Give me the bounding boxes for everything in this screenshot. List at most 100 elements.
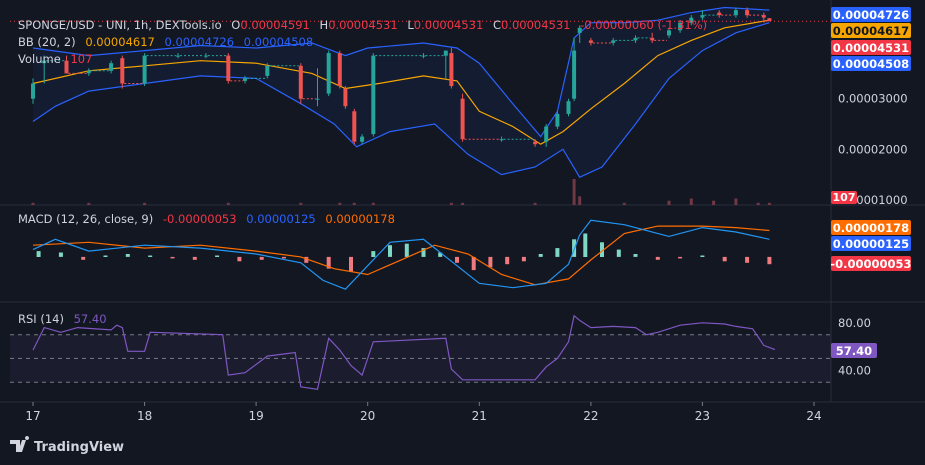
candle-body	[120, 58, 125, 84]
candle-body	[31, 83, 35, 99]
candle-body	[700, 15, 705, 18]
macd-hist-value: -0.00000053	[163, 212, 237, 226]
rsi-line	[32, 314, 776, 390]
macd-histogram-bar	[170, 256, 175, 259]
candle-body	[555, 113, 560, 127]
candle-body	[767, 18, 772, 22]
volume-bar	[299, 202, 303, 205]
candle-body	[577, 27, 582, 33]
volume-bar	[31, 202, 35, 205]
bb-fill	[33, 7, 770, 178]
x-tick-label: 18	[137, 409, 152, 423]
candle-body	[352, 111, 357, 142]
candle-body	[733, 10, 738, 16]
bb-upper-value: 0.00004726	[165, 35, 235, 49]
x-tick-label: 17	[25, 409, 40, 423]
bb-lower-value: 0.00004508	[244, 35, 314, 49]
close-label: C	[493, 18, 501, 32]
candles[interactable]	[31, 7, 772, 147]
macd-hist-badge-bg	[831, 256, 911, 271]
rsi-legend[interactable]: RSI (14) 57.40	[18, 312, 107, 326]
x-tick-label: 24	[806, 409, 821, 423]
candle-body	[611, 40, 616, 43]
tradingview-wordmark: TradingView	[34, 440, 124, 455]
candle-body	[689, 17, 694, 23]
macd-histogram-bar	[192, 256, 197, 260]
rsi-tick-label: 40.00	[838, 363, 871, 377]
candle-body	[633, 37, 638, 41]
macd-histogram-bar	[700, 255, 705, 257]
macd-histogram-bar	[404, 243, 409, 257]
candle-body	[650, 37, 655, 41]
candle-body	[337, 53, 342, 86]
volume-bar	[449, 202, 453, 205]
candle-body	[371, 55, 376, 135]
bb-band-area	[33, 7, 770, 178]
last-price-badge: 0.00004531	[833, 41, 909, 55]
volume-bar	[533, 202, 537, 205]
bb-basis-badge-bg	[831, 23, 911, 38]
close-value: 0.00004531	[501, 18, 571, 32]
volume-badge-bg	[831, 191, 857, 204]
rsi-label: RSI (14)	[18, 312, 64, 326]
macd-legend[interactable]: MACD (12, 26, close, 9) -0.00000053 0.00…	[18, 212, 395, 226]
bb-upper-badge-bg	[831, 7, 911, 22]
bb-basis-value: 0.00004617	[85, 35, 155, 49]
rsi-pane[interactable]	[10, 314, 831, 390]
candle-body	[343, 88, 348, 107]
macd-histogram-bar	[349, 256, 353, 272]
rsi-badge-bg	[831, 343, 877, 358]
volume-badge: 107	[833, 191, 856, 204]
macd-pane[interactable]	[32, 219, 772, 290]
symbol-title: SPONGE/USD - UNI, 1h, DEXTools.io	[18, 18, 222, 32]
volume-bar	[338, 202, 342, 205]
volume-legend[interactable]: Volume 107	[18, 52, 92, 66]
bb-basis-badge: 0.00004617	[833, 24, 909, 38]
volume-bar	[622, 202, 626, 205]
macd-signal-value: 0.00000178	[325, 212, 395, 226]
volume-bar	[689, 198, 693, 205]
candle-body	[678, 22, 683, 31]
macd-histogram-bar	[505, 256, 510, 265]
macd-histogram-bar	[655, 256, 660, 260]
macd-signal-badge-bg	[831, 220, 911, 235]
x-tick-label: 21	[472, 409, 487, 423]
header-line: SPONGE/USD - UNI, 1h, DEXTools.io O0.000…	[18, 18, 707, 32]
macd-histogram-bar	[125, 254, 130, 257]
candle-body	[460, 98, 465, 140]
macd-histogram-bar	[282, 256, 286, 259]
candle-body	[588, 40, 593, 43]
candle-body	[42, 60, 47, 64]
volume-bar	[352, 202, 356, 205]
candle-body	[226, 55, 231, 81]
macd-histogram-bar	[722, 256, 727, 262]
volume-bar	[143, 202, 147, 205]
x-tick-label: 20	[360, 409, 375, 423]
macd-histogram-bar	[455, 256, 459, 263]
low-value: 0.00004531	[414, 18, 484, 32]
tradingview-logo-icon	[10, 436, 30, 452]
bb-upper-badge: 0.00004726	[833, 8, 909, 22]
macd-histogram-bar	[488, 256, 493, 268]
bb-legend[interactable]: BB (20, 2) 0.00004617 0.00004726 0.00004…	[18, 35, 313, 49]
bb-lower-line	[32, 22, 770, 178]
macd-histogram-bar	[616, 249, 621, 257]
macd-histogram-bar	[767, 256, 772, 265]
macd-histogram-bar	[438, 252, 443, 257]
macd-histogram-bar	[471, 256, 476, 271]
x-tick-label: 22	[583, 409, 598, 423]
bb-lower-badge: 0.00004508	[833, 57, 909, 71]
macd-histogram-bar	[58, 252, 63, 257]
volume-bar	[767, 202, 771, 205]
macd-histogram-bar	[304, 256, 309, 263]
candle-body	[265, 65, 270, 76]
last-price-badge-bg	[831, 40, 911, 55]
volume-value: 107	[70, 52, 92, 66]
candle-body	[667, 30, 671, 36]
x-tick-label: 19	[248, 409, 263, 423]
macd-histogram-bar	[555, 248, 560, 257]
volume-label: Volume	[18, 52, 61, 66]
tradingview-logo[interactable]: TradingView	[10, 436, 124, 455]
